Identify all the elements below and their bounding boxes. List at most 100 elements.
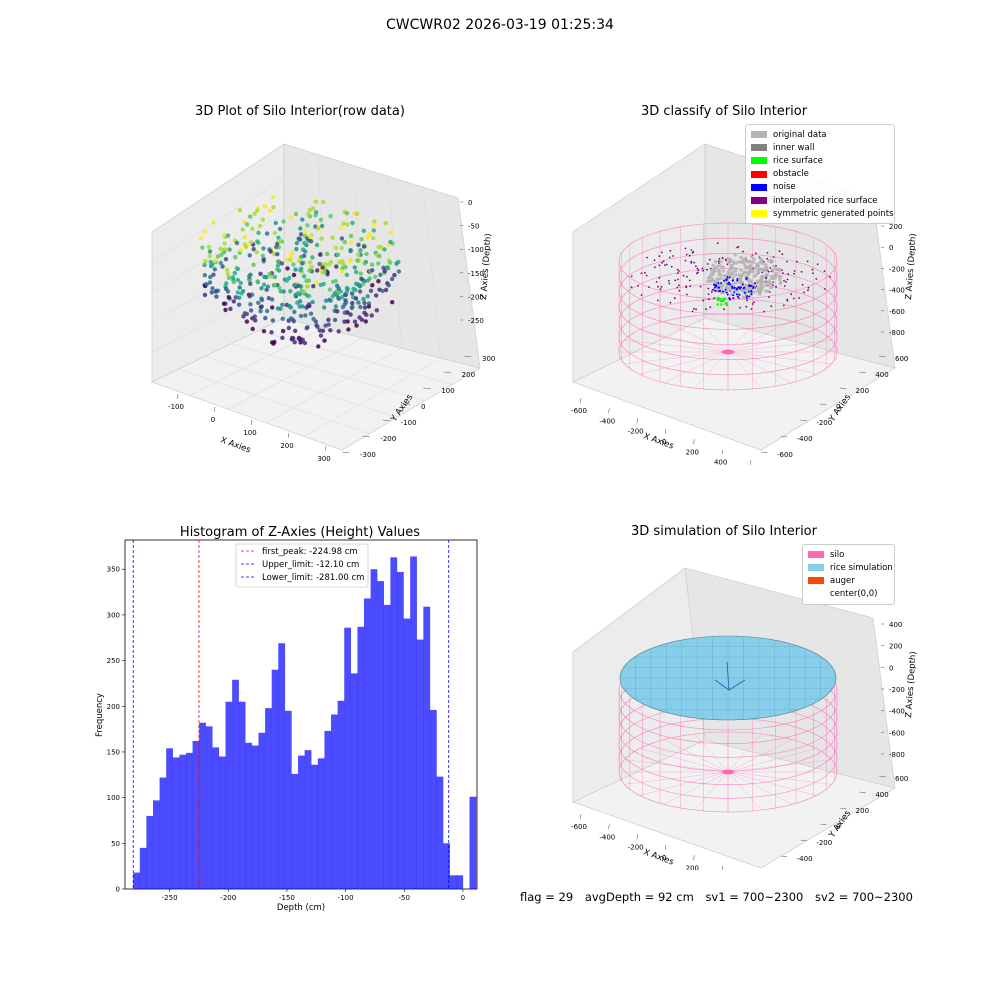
raw-point xyxy=(298,232,304,237)
raw-point xyxy=(275,259,281,264)
raw-point xyxy=(350,301,355,306)
classify-rice-surface-point xyxy=(716,297,719,300)
classify-interpolated-point xyxy=(707,263,709,265)
raw-point xyxy=(247,253,252,258)
classify-original-point xyxy=(769,275,773,279)
histogram-bar xyxy=(364,598,371,889)
classify-legend-label: symmetric generated points xyxy=(773,208,894,219)
classify-original-point xyxy=(734,273,738,277)
classify-legend-entry: inner wall xyxy=(751,141,889,154)
raw-point xyxy=(328,214,333,219)
raw-point xyxy=(226,295,231,300)
classify-noise-point xyxy=(713,286,716,289)
classify-interpolated-point xyxy=(785,281,787,283)
classify-noise-point xyxy=(719,289,722,292)
histogram-bar xyxy=(443,843,450,889)
classify-y-tick-label: -600 xyxy=(777,451,793,459)
classify-x-tick-mark xyxy=(664,428,667,434)
classify-original-point xyxy=(733,253,737,257)
classify-original-point xyxy=(717,271,722,275)
classify-interpolated-point xyxy=(676,286,679,289)
classify-original-point xyxy=(711,263,715,267)
raw-point xyxy=(328,298,333,303)
classify-noise-point xyxy=(728,297,731,300)
classify-interpolated-point xyxy=(778,250,781,253)
raw-point xyxy=(255,208,260,213)
classify-legend-swatch xyxy=(751,157,767,165)
raw-y-tick-label: 300 xyxy=(482,355,495,363)
raw-point xyxy=(358,248,363,253)
raw-point xyxy=(251,262,256,267)
classify-interpolated-point xyxy=(693,261,696,264)
raw-z-tick-label: -250 xyxy=(468,317,484,325)
raw-point xyxy=(292,283,297,288)
classify-interpolated-point xyxy=(665,263,668,266)
raw-point xyxy=(389,276,395,282)
raw-point xyxy=(342,319,347,324)
classify-legend-label: obstacle xyxy=(773,169,809,180)
raw-point xyxy=(220,264,225,269)
classify-x-tick-label: -600 xyxy=(571,407,587,415)
classify-z-tick-label: -400 xyxy=(889,287,905,295)
raw-point xyxy=(257,223,263,229)
raw-point xyxy=(277,226,283,232)
raw-point xyxy=(377,287,382,292)
raw-point xyxy=(237,285,242,290)
raw-point xyxy=(261,246,266,251)
raw-point xyxy=(345,222,350,227)
raw-point xyxy=(272,282,278,288)
simulation-silo-floor-spoke xyxy=(639,748,729,773)
simulation-x-tick-label: 200 xyxy=(686,864,699,870)
raw-point xyxy=(273,220,278,226)
simulation-x-tick-mark xyxy=(579,813,582,819)
raw-point xyxy=(279,261,284,266)
histogram-reference-lines xyxy=(132,540,450,889)
raw-point xyxy=(281,289,286,294)
raw-point xyxy=(302,230,307,235)
classify-interpolated-point xyxy=(646,256,648,259)
classify-original-point xyxy=(714,260,718,264)
raw-point xyxy=(221,301,227,306)
simulation-silo-floor-spoke xyxy=(663,739,729,773)
raw-point xyxy=(315,324,320,329)
classify-noise-point xyxy=(726,276,729,279)
classify-interpolated-point xyxy=(803,291,805,294)
classify-original-point xyxy=(708,275,712,279)
classify-legend-label: original data xyxy=(773,129,827,140)
classify-y-tick-mark xyxy=(819,403,827,406)
classify-interpolated-point xyxy=(689,285,692,288)
classify-original-point xyxy=(722,274,726,278)
raw-point xyxy=(369,313,374,318)
raw-point xyxy=(367,232,372,237)
raw-point xyxy=(336,296,341,301)
histogram-y-tick-label: 250 xyxy=(107,657,120,665)
classify-original-point xyxy=(744,265,748,269)
raw-point xyxy=(242,235,247,240)
raw-point xyxy=(320,270,325,275)
raw-point xyxy=(302,340,308,346)
simulation-legend-label: rice simulation xyxy=(830,562,893,573)
classify-noise-point xyxy=(735,293,738,296)
raw-point xyxy=(269,297,275,302)
classify-interpolated-point xyxy=(768,296,770,298)
raw-point-cloud xyxy=(198,195,402,349)
raw-point xyxy=(207,253,212,259)
classify-x-tick-mark xyxy=(608,408,610,414)
classify-legend-entry: symmetric generated points xyxy=(751,207,894,220)
classify-silo-floor-spoke xyxy=(727,351,762,389)
classify-interpolated-point xyxy=(678,284,680,287)
classify-legend-label: interpolated rice surface xyxy=(773,195,878,206)
classify-interpolated-point xyxy=(775,265,777,267)
classify-original-point xyxy=(741,257,745,261)
raw-point xyxy=(376,244,381,250)
classify-legend-swatch xyxy=(751,131,767,139)
classify-noise-point xyxy=(747,290,750,293)
raw-point xyxy=(382,247,387,252)
classify-interpolated-point xyxy=(723,308,725,311)
raw-point xyxy=(339,259,345,264)
raw-point xyxy=(242,311,247,316)
raw-point xyxy=(318,217,324,222)
raw-point xyxy=(339,236,345,241)
raw-point xyxy=(314,242,320,248)
classify-x-tick-label: 200 xyxy=(686,448,699,456)
